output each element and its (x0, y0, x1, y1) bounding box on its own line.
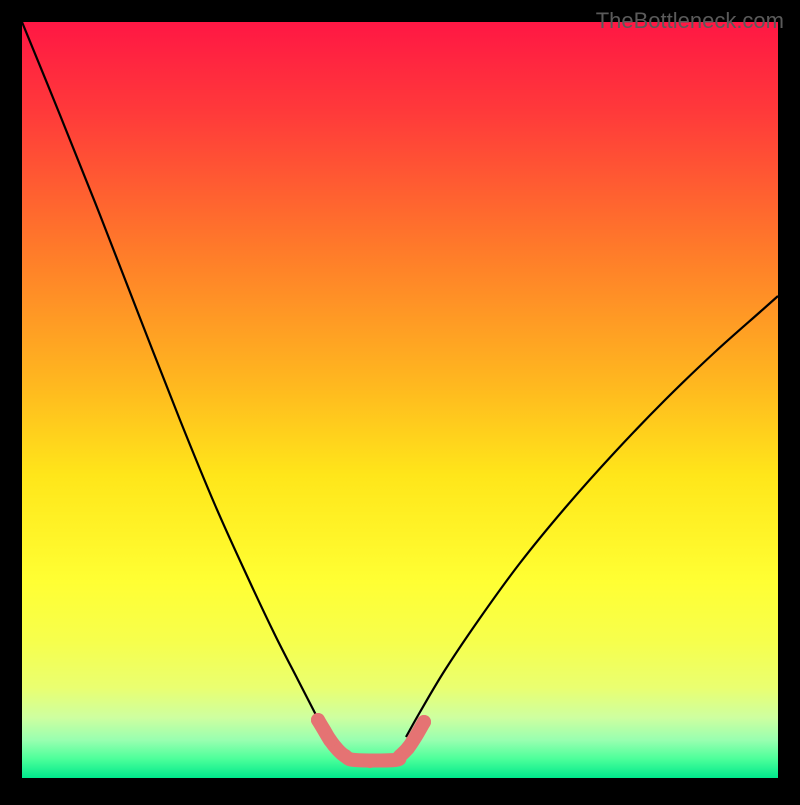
marker-dot (401, 741, 415, 755)
bottleneck-chart (0, 0, 800, 800)
watermark-text: TheBottleneck.com (596, 8, 784, 34)
marker-dot (363, 754, 377, 768)
marker-dot (388, 753, 402, 767)
marker-dot (311, 713, 325, 727)
marker-dot (338, 749, 352, 763)
marker-dot (323, 733, 337, 747)
marker-dot (417, 715, 431, 729)
chart-svg (0, 0, 800, 800)
